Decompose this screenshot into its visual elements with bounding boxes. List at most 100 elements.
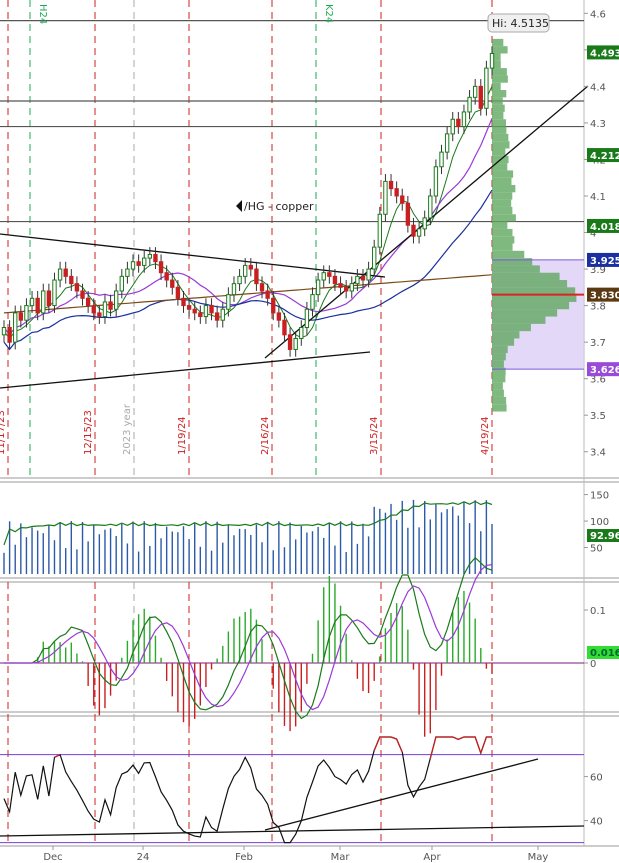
candle-body	[457, 119, 460, 126]
candle-body	[473, 86, 476, 97]
candle-body	[283, 320, 286, 335]
candle-body	[154, 254, 157, 261]
candle-body	[2, 328, 5, 335]
price-tag-label: 3.626	[590, 365, 619, 376]
candle-body	[395, 189, 398, 196]
price-tick-label: 4.4	[590, 82, 606, 93]
price-tag-label: 4.018	[590, 222, 619, 233]
candle-body	[333, 276, 336, 283]
x-tick-label: May	[528, 852, 549, 863]
volume-tag: 92.96	[587, 529, 619, 542]
profile-bar	[492, 105, 505, 112]
price-tick-label: 3.8	[590, 302, 606, 313]
candle-body	[193, 309, 196, 313]
candle-body	[367, 269, 370, 280]
profile-bar	[492, 222, 507, 229]
macd-tick-label: 0	[590, 659, 596, 670]
candle-body	[221, 309, 224, 320]
candle-body	[440, 152, 443, 167]
candle-body	[176, 287, 179, 298]
candle-body	[305, 309, 308, 327]
volume-tick-label: 100	[590, 517, 609, 528]
profile-bar	[492, 353, 506, 360]
symbol-label: /HG - copper	[244, 200, 314, 213]
candle-body	[423, 218, 426, 229]
candle-body	[227, 295, 230, 310]
candle-body	[350, 284, 353, 291]
date-label: 4/19/24	[480, 416, 491, 455]
profile-bar	[492, 287, 575, 294]
candle-body	[255, 269, 258, 284]
profile-bar	[492, 302, 569, 309]
date-label: 2023 year	[122, 403, 133, 455]
candle-body	[30, 298, 33, 305]
candle-body	[103, 302, 106, 317]
candle-body	[417, 229, 420, 236]
candle-body	[356, 276, 359, 283]
candle-body	[120, 276, 123, 291]
profile-bar	[492, 346, 508, 353]
candle-body	[361, 276, 364, 280]
profile-bar	[492, 331, 519, 338]
profile-bar	[492, 397, 506, 404]
candle-body	[98, 313, 101, 317]
candle-body	[187, 306, 190, 310]
candle-body	[199, 313, 202, 317]
price-tag-label: 3.925	[590, 256, 619, 267]
candle-body	[210, 306, 213, 313]
profile-bar	[492, 338, 514, 345]
candle-body	[373, 247, 376, 269]
volume-tick-label: 150	[590, 491, 609, 502]
candle-body	[204, 306, 207, 317]
x-tick-label: Dec	[43, 852, 62, 863]
profile-bar	[492, 390, 504, 397]
hi-label: Hi: 4.5135	[492, 17, 549, 30]
profile-bar	[492, 141, 509, 148]
candle-body	[36, 298, 39, 313]
macd-tick-label: 0.1	[590, 606, 606, 617]
date-label: 2/16/24	[260, 416, 271, 455]
candle-body	[490, 53, 493, 68]
candle-body	[165, 273, 168, 280]
price-tag-label: 4.493	[590, 48, 619, 59]
candle-body	[485, 68, 488, 108]
candle-body	[70, 276, 73, 283]
profile-bar	[492, 134, 508, 141]
profile-bar	[492, 46, 508, 53]
candle-body	[316, 280, 319, 295]
volume-value: 92.96	[590, 531, 619, 542]
profile-bar	[492, 375, 505, 382]
profile-bar	[492, 127, 506, 134]
profile-bar	[492, 309, 557, 316]
profile-bar	[492, 317, 545, 324]
candle-body	[238, 276, 241, 283]
candle-body	[434, 167, 437, 196]
candle-body	[143, 258, 146, 265]
candle-body	[244, 265, 247, 276]
candle-body	[232, 284, 235, 295]
candle-body	[344, 287, 347, 291]
profile-bar	[492, 207, 512, 214]
candle-body	[115, 291, 118, 309]
candle-body	[109, 302, 112, 309]
candle-body	[272, 298, 275, 313]
profile-bar	[492, 324, 531, 331]
candle-body	[378, 214, 381, 247]
volume-tick-label: 50	[590, 544, 603, 555]
candle-body	[401, 196, 404, 203]
x-tick-label: Mar	[331, 852, 351, 863]
candle-body	[451, 119, 454, 134]
candle-body	[8, 328, 11, 343]
candle-body	[412, 225, 415, 236]
price-tick-label: 4.3	[590, 119, 606, 130]
candle-body	[126, 269, 129, 276]
candle-body	[445, 134, 448, 152]
profile-bar	[492, 243, 513, 250]
profile-bar	[492, 119, 506, 126]
candle-body	[171, 280, 174, 287]
candle-body	[266, 291, 269, 298]
profile-bar	[492, 170, 513, 177]
candle-body	[75, 284, 78, 291]
price-tick-label: 3.5	[590, 411, 606, 422]
